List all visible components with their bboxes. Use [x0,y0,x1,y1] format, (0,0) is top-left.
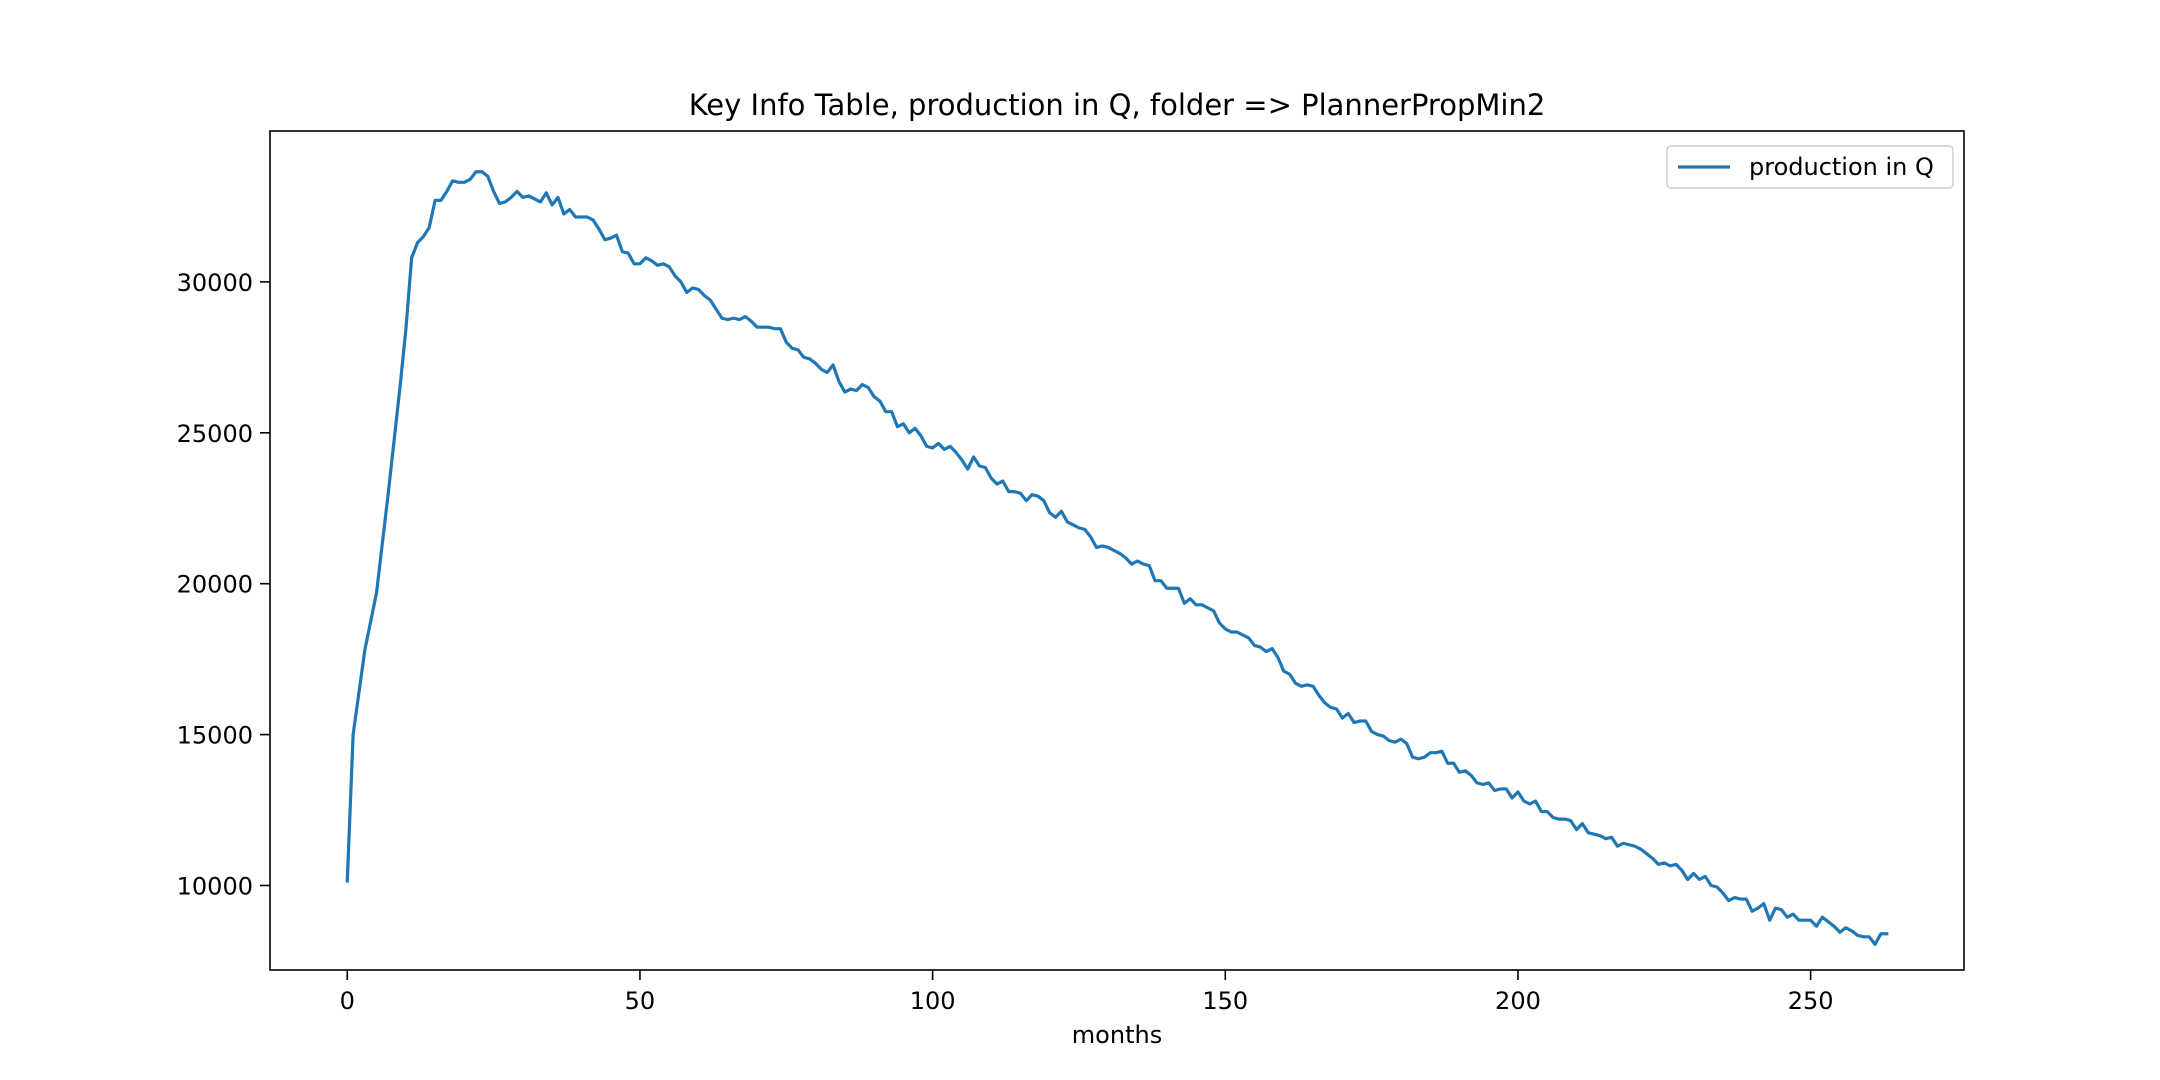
axes-frame [269,130,1965,971]
x-axis-ticks: 0 50 100 150 200 250 [340,970,1834,1015]
series-layer [345,170,1889,946]
x-tick-label: 50 [625,987,656,1015]
legend-box [1666,145,1954,189]
series-line-0 [345,170,1889,946]
chart-title: Key Info Table, production in Q, folder … [689,88,1546,122]
y-tick-label: 25000 [177,420,253,448]
x-tick-label: 150 [1202,987,1248,1015]
y-tick-label: 10000 [177,872,253,900]
legend: production in Q [1666,145,1954,189]
x-tick-label: 100 [910,987,956,1015]
legend-label: production in Q [1749,153,1934,181]
x-tick-label: 0 [340,987,355,1015]
y-tick-label: 20000 [177,571,253,599]
y-axis-ticks: 10000 15000 20000 25000 30000 [177,269,270,900]
y-tick-label: 30000 [177,269,253,297]
x-axis-title: months [1072,1021,1162,1049]
x-tick-label: 200 [1495,987,1541,1015]
x-tick-label: 250 [1788,987,1834,1015]
y-tick-label: 15000 [177,722,253,750]
